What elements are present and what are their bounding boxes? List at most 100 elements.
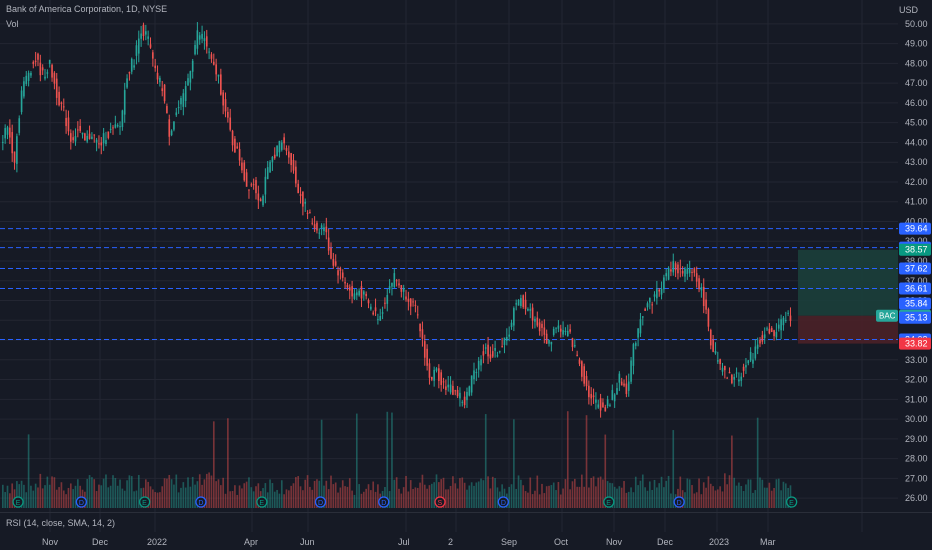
candle-body (245, 172, 248, 187)
x-tick-label: Jun (300, 537, 315, 547)
volume-bar (438, 482, 440, 508)
volume-bar (16, 481, 18, 508)
rsi-label: RSI (14, close, SMA, 14, 2) (6, 518, 116, 528)
candle-body (4, 128, 6, 139)
candle-body (566, 330, 569, 337)
candle-body (534, 318, 536, 322)
event-marker-label: E (606, 500, 611, 507)
candle-body (555, 327, 557, 329)
volume-bar (646, 490, 649, 508)
candle-body (477, 360, 480, 370)
candle-body (189, 71, 192, 83)
price-label-box (899, 262, 931, 275)
volume-bar (775, 479, 778, 508)
volume-bar (686, 478, 689, 508)
volume-bar (665, 480, 668, 508)
candle-body (306, 212, 309, 214)
candle-body (597, 404, 600, 408)
candle-body (590, 393, 593, 399)
event-marker-earnings (603, 496, 615, 508)
candle-body (787, 312, 789, 314)
volume-bar (402, 487, 405, 508)
candle-body (545, 333, 548, 344)
candle-body (494, 348, 496, 351)
volume-bar (245, 481, 248, 508)
candle-body (100, 142, 103, 146)
y-tick-label: 27.00 (905, 473, 928, 483)
volume-bar (484, 414, 487, 508)
volume-bar (763, 487, 766, 508)
candle-body (780, 319, 782, 331)
candle-body (201, 33, 203, 39)
candle-body (588, 385, 590, 398)
y-tick-label: 46.00 (905, 98, 928, 108)
volume-bar (569, 489, 571, 508)
volume-bar (65, 494, 67, 508)
volume-bar (670, 493, 672, 508)
volume-bar (231, 491, 234, 508)
candle-body (374, 307, 377, 312)
candle-body (620, 381, 623, 386)
price-label-box (899, 282, 931, 295)
volume-bar (576, 486, 578, 508)
volume-bar (468, 485, 471, 508)
candle-body (398, 283, 400, 286)
volume-bar (388, 491, 391, 508)
candle-body (81, 132, 84, 135)
price-label: 37.62 (905, 264, 928, 274)
y-tick-label: 29.00 (905, 434, 928, 444)
candle-body (405, 296, 407, 300)
volume-bar (109, 485, 112, 508)
candle-body (173, 121, 175, 130)
y-tick-label: 50.00 (905, 19, 928, 29)
volume-bar (501, 484, 503, 508)
candle-body (672, 261, 675, 273)
candle-body (346, 285, 349, 288)
volume-bar (299, 486, 302, 508)
candle-body (55, 78, 58, 98)
volume-bar (707, 476, 710, 508)
x-tick-label: Sep (501, 537, 517, 547)
candle-body (527, 308, 529, 311)
x-tick-label: Nov (606, 537, 623, 547)
volume-bar (62, 490, 65, 508)
volume-bar (606, 481, 609, 508)
volume-bar (627, 491, 630, 508)
volume-bar (250, 487, 253, 508)
candle-body (782, 317, 785, 326)
volume-bar (684, 492, 686, 508)
candle-body (77, 129, 79, 131)
candle-body (320, 225, 323, 229)
volume-bar (173, 484, 175, 508)
volume-bar (177, 492, 180, 508)
volume-bar (555, 490, 557, 508)
volume-bar (435, 474, 438, 508)
candle-body (30, 72, 32, 76)
candle-body (667, 267, 670, 280)
candle-body (651, 304, 653, 306)
candle-body (754, 346, 757, 359)
volume-bar (23, 484, 25, 508)
symbol-tag-box (876, 309, 898, 322)
candle-body (53, 72, 56, 84)
candle-body (520, 298, 522, 307)
candle-body (426, 348, 428, 366)
candle-body (531, 307, 534, 321)
candle-body (229, 117, 232, 130)
volume-bar (656, 487, 658, 508)
volume-bar (620, 487, 623, 508)
volume-bar (618, 486, 621, 508)
volume-bar (325, 480, 328, 508)
candle-body (733, 376, 736, 380)
candle-body (332, 258, 335, 266)
price-label-box (899, 297, 931, 310)
volume-bar (215, 481, 217, 508)
volume-bar (754, 490, 757, 508)
candle-body (470, 375, 473, 393)
volume-bar (398, 488, 400, 508)
candle-body (693, 268, 696, 273)
candle-body (91, 136, 93, 140)
volume-bar (641, 474, 644, 508)
rsi-pane[interactable]: RSI (14, close, SMA, 14, 2) (0, 512, 932, 533)
